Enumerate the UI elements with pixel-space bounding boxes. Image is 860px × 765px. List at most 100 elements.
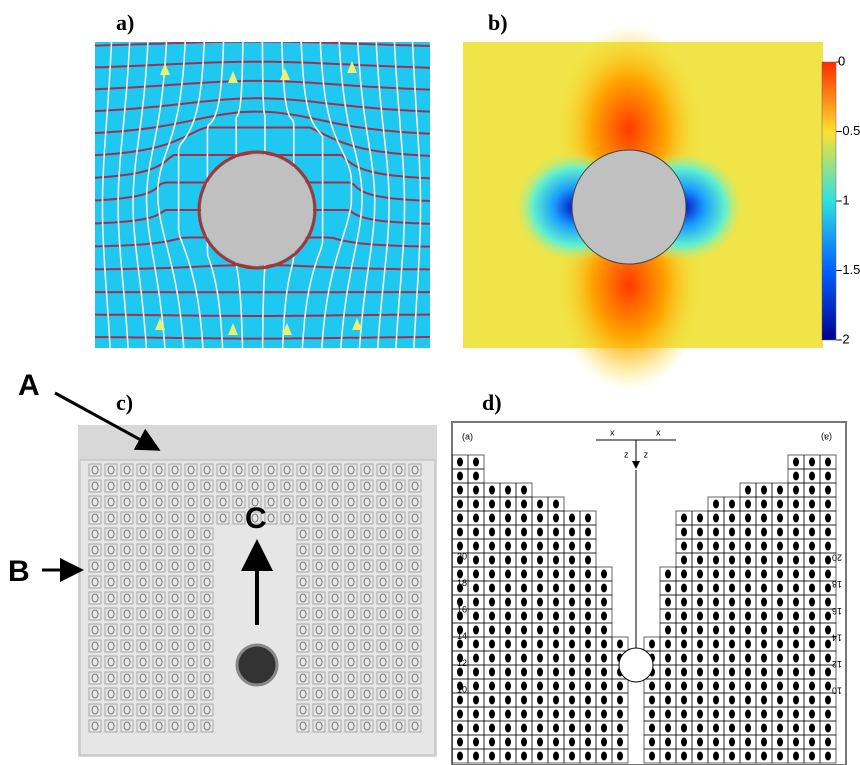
marker-dot — [697, 626, 703, 635]
marker-dot — [601, 626, 607, 635]
axis-label: z — [624, 449, 629, 459]
marker-dot — [665, 738, 671, 747]
marker-dot — [537, 528, 543, 537]
marker-dot — [713, 682, 719, 691]
marker-dot — [489, 542, 495, 551]
obstacle — [619, 648, 653, 682]
marker-dot — [473, 514, 479, 523]
marker-dot — [777, 486, 783, 495]
marker-dot — [649, 696, 655, 705]
marker-dot — [697, 528, 703, 537]
scale-label: 18 — [457, 578, 467, 588]
marker-dot — [681, 542, 687, 551]
marker-dot — [585, 710, 591, 719]
marker-dot — [505, 626, 511, 635]
marker-dot — [697, 556, 703, 565]
marker-dot — [553, 668, 559, 677]
marker-dot — [601, 696, 607, 705]
marker-dot — [809, 682, 815, 691]
figure: a) b) 0-0.5-1-1.5-2 c) A B C d) (a) (a) … — [0, 0, 860, 765]
marker-dot — [761, 682, 767, 691]
marker-dot — [617, 682, 623, 691]
marker-dot — [617, 710, 623, 719]
scale-label: 12 — [457, 658, 467, 668]
marker-dot — [505, 724, 511, 733]
marker-dot — [489, 696, 495, 705]
marker-dot — [569, 752, 575, 761]
marker-dot — [681, 654, 687, 663]
marker-dot — [617, 724, 623, 733]
marker-dot — [777, 640, 783, 649]
marker-dot — [473, 570, 479, 579]
marker-dot — [777, 682, 783, 691]
marker-dot — [553, 584, 559, 593]
marker-dot — [569, 542, 575, 551]
marker-dot — [665, 654, 671, 663]
marker-dot — [761, 556, 767, 565]
marker-dot — [825, 738, 831, 747]
scale-label: 20 — [832, 553, 842, 563]
marker-dot — [825, 612, 831, 621]
marker-dot — [521, 486, 527, 495]
marker-dot — [825, 724, 831, 733]
marker-dot — [505, 528, 511, 537]
marker-dot — [713, 570, 719, 579]
marker-dot — [553, 500, 559, 509]
marker-dot — [457, 724, 463, 733]
marker-dot — [537, 710, 543, 719]
marker-dot — [729, 528, 735, 537]
marker-dot — [681, 598, 687, 607]
marker-dot — [537, 752, 543, 761]
marker-dot — [457, 472, 463, 481]
marker-dot — [681, 514, 687, 523]
marker-dot — [473, 682, 479, 691]
marker-dot — [473, 612, 479, 621]
marker-dot — [569, 570, 575, 579]
marker-dot — [553, 570, 559, 579]
marker-dot — [489, 486, 495, 495]
marker-dot — [793, 640, 799, 649]
marker-dot — [553, 598, 559, 607]
marker-dot — [521, 612, 527, 621]
marker-dot — [825, 500, 831, 509]
marker-dot — [777, 528, 783, 537]
marker-dot — [601, 738, 607, 747]
tick-label: -2 — [838, 331, 850, 346]
marker-dot — [697, 738, 703, 747]
marker-dot — [553, 612, 559, 621]
marker-dot — [553, 654, 559, 663]
marker-dot — [569, 626, 575, 635]
marker-dot — [777, 612, 783, 621]
marker-dot — [505, 640, 511, 649]
marker-dot — [793, 472, 799, 481]
marker-dot — [745, 696, 751, 705]
annotation: C — [245, 502, 267, 535]
obstacle — [237, 645, 277, 685]
marker-dot — [569, 640, 575, 649]
marker-dot — [745, 542, 751, 551]
marker-dot — [489, 584, 495, 593]
marker-dot — [505, 570, 511, 579]
marker-dot — [521, 556, 527, 565]
marker-dot — [809, 668, 815, 677]
marker-dot — [681, 696, 687, 705]
marker-dot — [761, 640, 767, 649]
marker-dot — [505, 500, 511, 509]
marker-dot — [729, 598, 735, 607]
marker-dot — [681, 612, 687, 621]
marker-dot — [521, 514, 527, 523]
marker-dot — [585, 654, 591, 663]
marker-dot — [745, 598, 751, 607]
marker-dot — [665, 570, 671, 579]
marker-dot — [537, 696, 543, 705]
marker-dot — [697, 612, 703, 621]
marker-dot — [457, 668, 463, 677]
marker-dot — [761, 724, 767, 733]
marker-dot — [745, 640, 751, 649]
marker-dot — [825, 542, 831, 551]
marker-dot — [457, 528, 463, 537]
marker-dot — [569, 696, 575, 705]
panel-label: a) — [116, 10, 134, 35]
marker-dot — [473, 472, 479, 481]
marker-dot — [825, 458, 831, 467]
